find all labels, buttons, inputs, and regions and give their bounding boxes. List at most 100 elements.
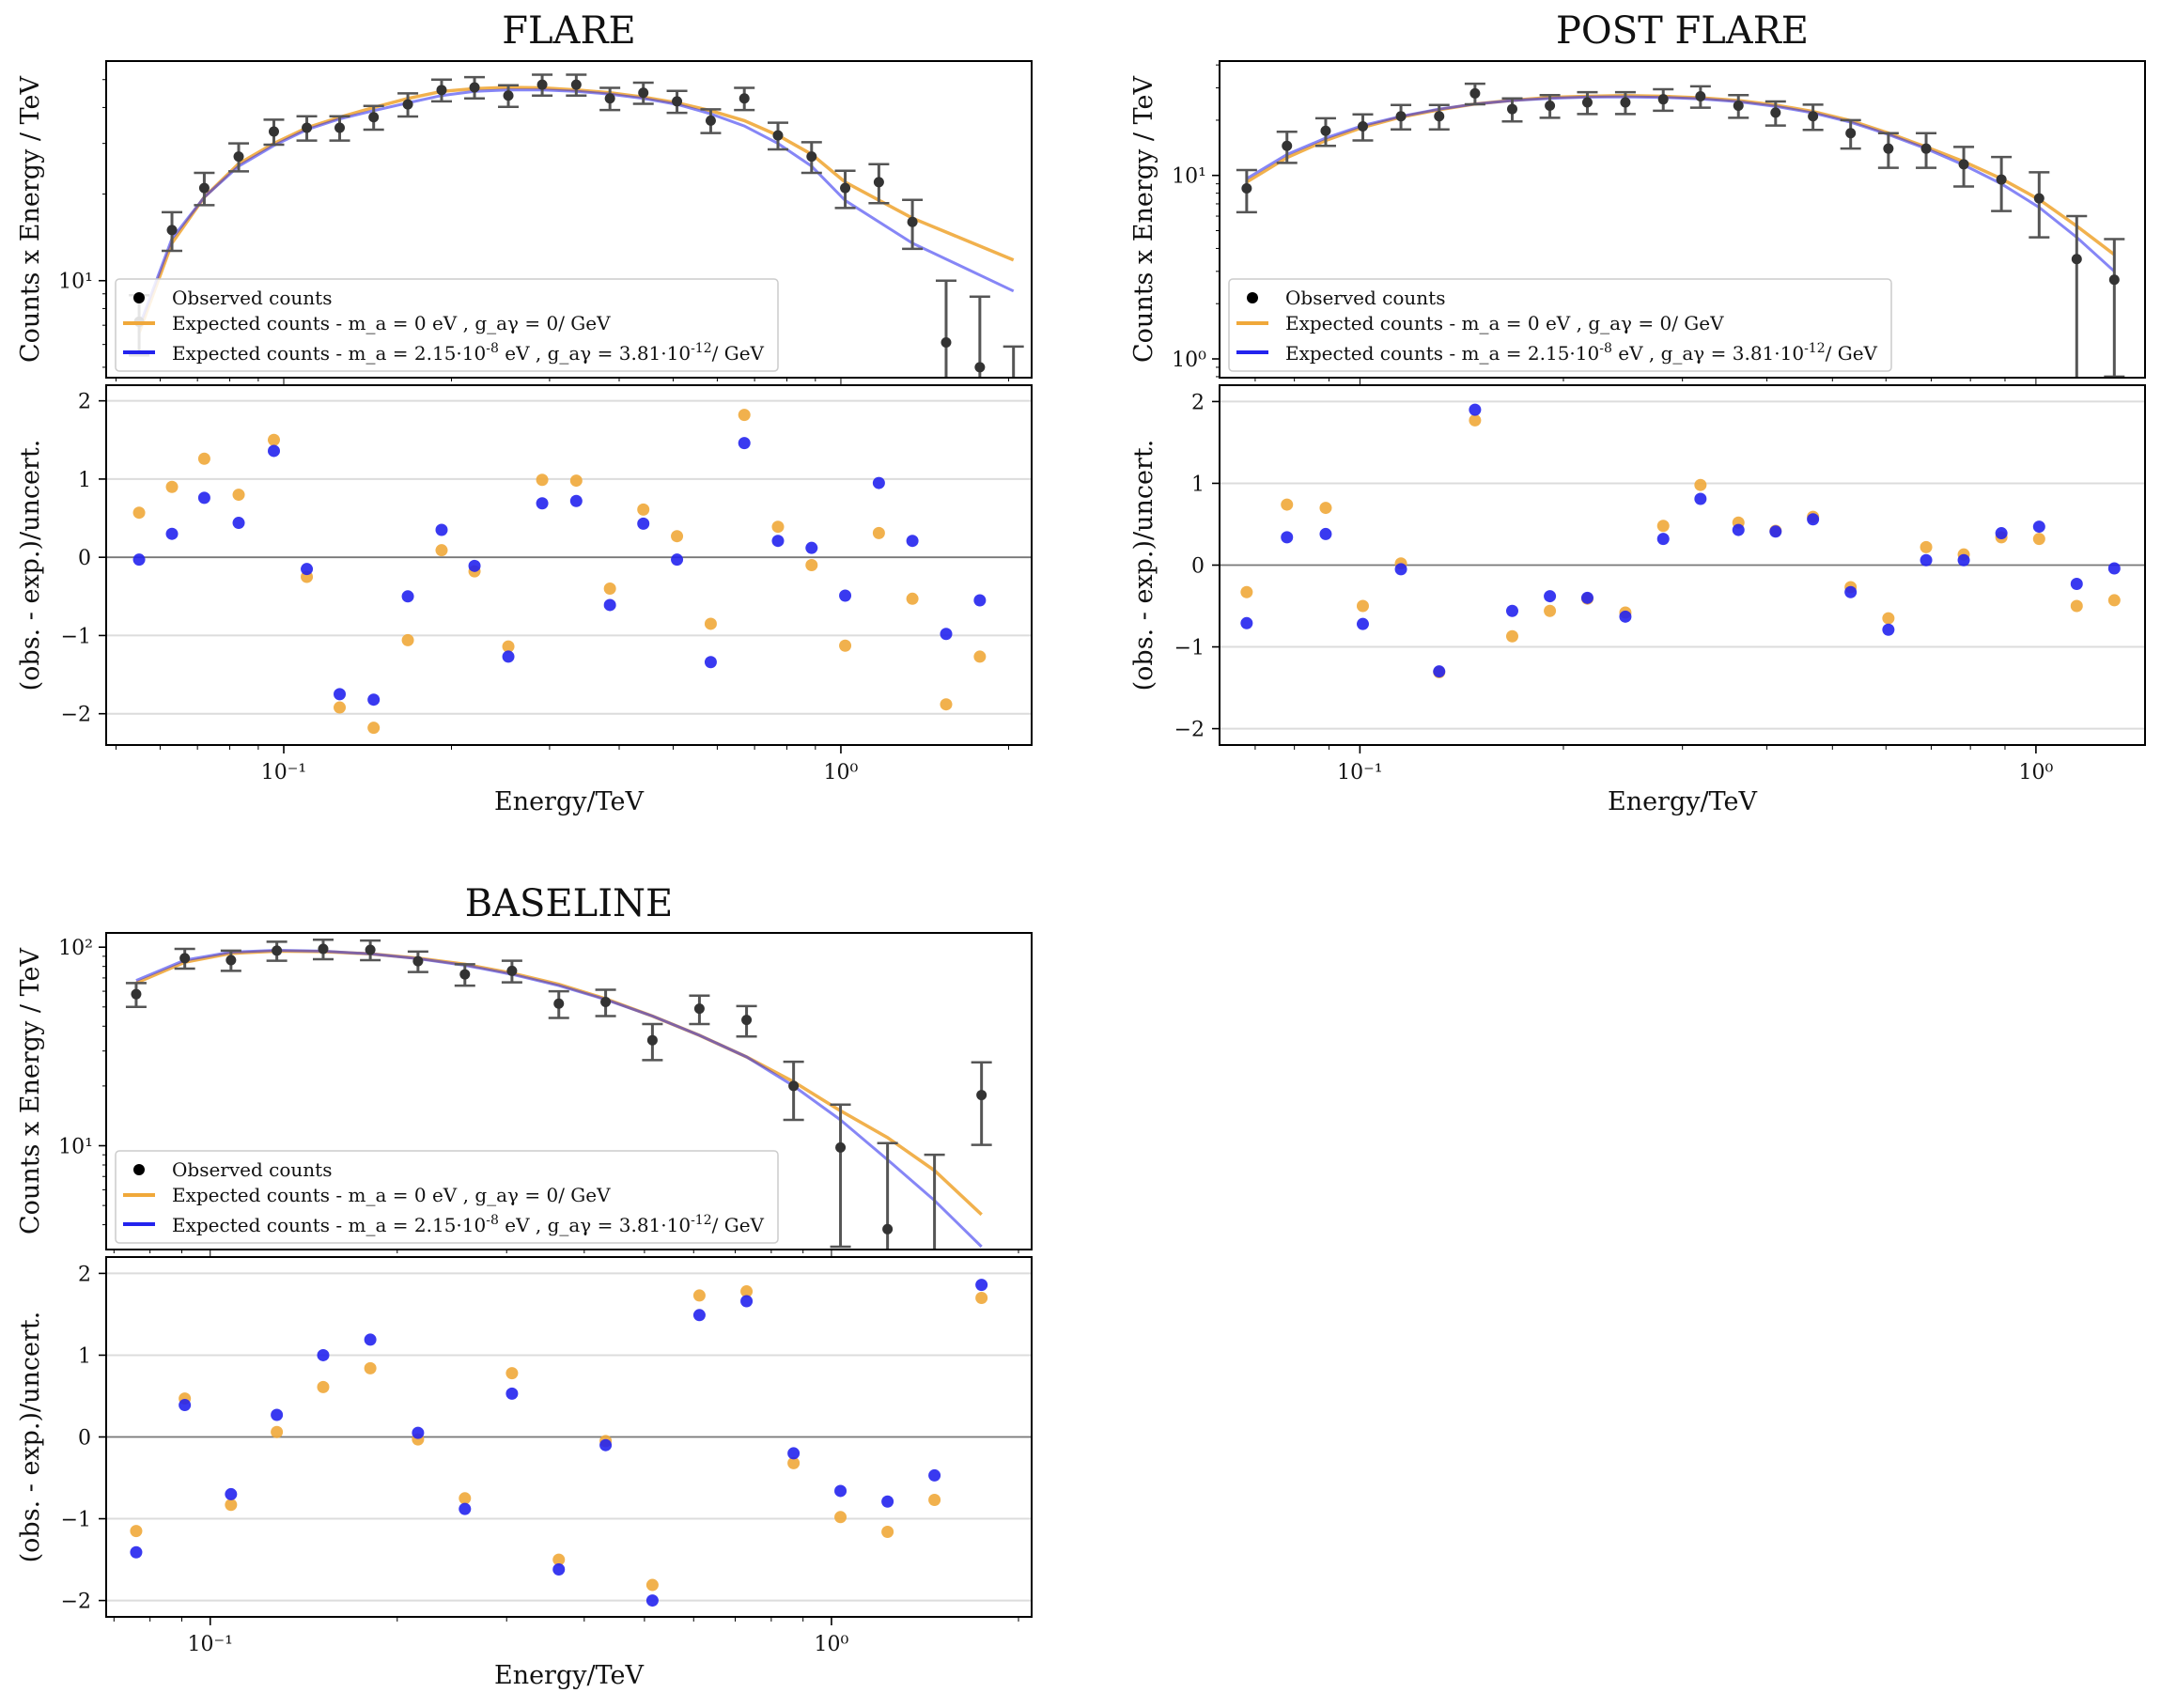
y-axis-label-residual: (obs. - exp.)/uncert. bbox=[16, 1312, 45, 1563]
residual-axes: −2 −1 0 1 2 10⁻¹ 10⁰ (obs. - exp.)/uncert. Energ… bbox=[16, 1256, 1033, 1690]
y-tick-label: 2 bbox=[78, 391, 91, 414]
x-axis-label: Energy/TeV bbox=[494, 787, 645, 816]
residual-point-null bbox=[1281, 498, 1294, 511]
observed-point bbox=[302, 122, 313, 133]
observed-point bbox=[570, 79, 582, 90]
residual-point-alp bbox=[928, 1468, 941, 1482]
residual-point-alp bbox=[301, 563, 314, 576]
observed-point bbox=[268, 126, 279, 137]
residual-point-null bbox=[671, 530, 684, 543]
residual-point-alp bbox=[1505, 604, 1518, 617]
residual-point-null bbox=[975, 1292, 988, 1305]
residual-point-null bbox=[334, 701, 347, 714]
legend-label-alp: Expected counts - m_a = 2.15·10-8 eV , g… bbox=[1285, 341, 1878, 365]
observed-points bbox=[125, 939, 992, 1250]
residual-point-null bbox=[2032, 533, 2045, 546]
residual-point-alp bbox=[872, 476, 885, 489]
observed-point bbox=[1395, 111, 1407, 122]
observed-point bbox=[1808, 111, 1819, 122]
residual-point-null bbox=[881, 1525, 894, 1538]
residual-point-null bbox=[1469, 413, 1482, 427]
y-tick-label: 10⁰ bbox=[1172, 349, 1206, 372]
residual-point-alp bbox=[267, 444, 280, 458]
observed-point bbox=[835, 1141, 847, 1153]
x-axis-label: Energy/TeV bbox=[494, 1661, 645, 1690]
observed-point bbox=[1506, 103, 1517, 115]
residual-point-null bbox=[645, 1578, 659, 1592]
residual-point-alp bbox=[1769, 525, 1782, 538]
observed-point bbox=[179, 953, 191, 964]
residual-point-alp bbox=[603, 598, 616, 612]
observed-point bbox=[672, 96, 683, 107]
residual-point-null bbox=[502, 640, 515, 653]
residual-point-alp bbox=[1319, 527, 1332, 540]
residual-point-alp bbox=[435, 523, 448, 536]
observed-point bbox=[1581, 97, 1593, 108]
observed-point bbox=[1545, 100, 1556, 111]
residual-point-alp bbox=[1433, 665, 1446, 678]
legend: Observed counts Expected counts - m_a = 0… bbox=[1228, 278, 1892, 372]
residual-point-alp bbox=[671, 553, 684, 567]
legend-label-observed: Observed counts bbox=[1285, 287, 1445, 309]
legend-label-observed: Observed counts bbox=[172, 287, 332, 309]
y-tick-label: 1 bbox=[1191, 473, 1205, 496]
observed-point bbox=[1008, 459, 1018, 470]
residual-point-null bbox=[771, 520, 785, 534]
observed-point bbox=[738, 93, 750, 104]
alp-model-line bbox=[137, 88, 1015, 328]
residual-point-alp bbox=[502, 650, 515, 663]
residual-point-alp bbox=[130, 1545, 143, 1559]
legend-box bbox=[115, 1150, 779, 1244]
y-tick-label: −1 bbox=[61, 625, 91, 648]
residual-point-null bbox=[973, 650, 987, 663]
residual-frame bbox=[105, 384, 1033, 746]
observed-points bbox=[1236, 82, 2125, 378]
residual-point-alp bbox=[1240, 616, 1253, 629]
residual-point-alp bbox=[1619, 610, 1632, 623]
null-model-line bbox=[137, 85, 1015, 334]
residual-points bbox=[132, 409, 987, 735]
y-tick-label: 10¹ bbox=[58, 271, 93, 294]
residual-point-null bbox=[130, 1525, 143, 1538]
observed-point bbox=[1883, 143, 1894, 154]
x-tick-label: 10⁻¹ bbox=[1337, 761, 1382, 784]
residual-point-alp bbox=[271, 1408, 284, 1421]
residual-point-null bbox=[2070, 599, 2083, 613]
panel-title: BASELINE bbox=[465, 882, 673, 925]
observed-point bbox=[1469, 87, 1481, 99]
model-curves bbox=[1245, 94, 2116, 272]
y-tick-label: −2 bbox=[61, 704, 91, 727]
residual-point-null bbox=[2107, 594, 2121, 607]
residual-point-alp bbox=[692, 1309, 706, 1322]
residual-point-alp bbox=[1807, 513, 1820, 526]
observed-point bbox=[873, 177, 884, 188]
residual-point-alp bbox=[740, 1295, 754, 1308]
residual-point-null bbox=[839, 639, 852, 652]
residual-point-alp bbox=[505, 1387, 519, 1400]
residual-point-alp bbox=[536, 497, 549, 510]
residual-point-alp bbox=[412, 1426, 425, 1439]
residual-point-null bbox=[1656, 520, 1670, 533]
y-axis-label-spectrum: Counts x Energy / TeV bbox=[16, 948, 45, 1234]
residual-point-alp bbox=[975, 1279, 988, 1292]
y-tick-label: 0 bbox=[1191, 555, 1205, 579]
residual-point-alp bbox=[367, 693, 381, 706]
legend-label-alp: Expected counts - m_a = 2.15·10-8 eV , g… bbox=[172, 341, 765, 365]
residual-point-alp bbox=[179, 1399, 192, 1412]
panel-baseline: BASELINE 10² 10¹ Counts x Energy / TeV Obser… bbox=[16, 882, 1033, 1690]
observed-point bbox=[941, 336, 952, 348]
observed-point bbox=[1695, 90, 1706, 101]
y-tick-label: 10¹ bbox=[58, 1136, 93, 1159]
observed-point bbox=[1241, 182, 1252, 194]
spectrum-frame bbox=[105, 60, 1033, 379]
observed-point bbox=[436, 85, 447, 96]
observed-point bbox=[1357, 121, 1368, 132]
observed-point bbox=[600, 996, 612, 1007]
alp-model-line bbox=[1246, 95, 2116, 272]
residual-point-alp bbox=[401, 590, 414, 603]
x-tick-label: 10⁻¹ bbox=[188, 1633, 233, 1656]
legend-label-null: Expected counts - m_a = 0 eV , g_aγ = 0/… bbox=[172, 1184, 611, 1206]
y-axis-label-residual: (obs. - exp.)/uncert. bbox=[1129, 440, 1158, 691]
observed-point bbox=[459, 969, 471, 980]
residual-point-null bbox=[740, 1285, 754, 1298]
